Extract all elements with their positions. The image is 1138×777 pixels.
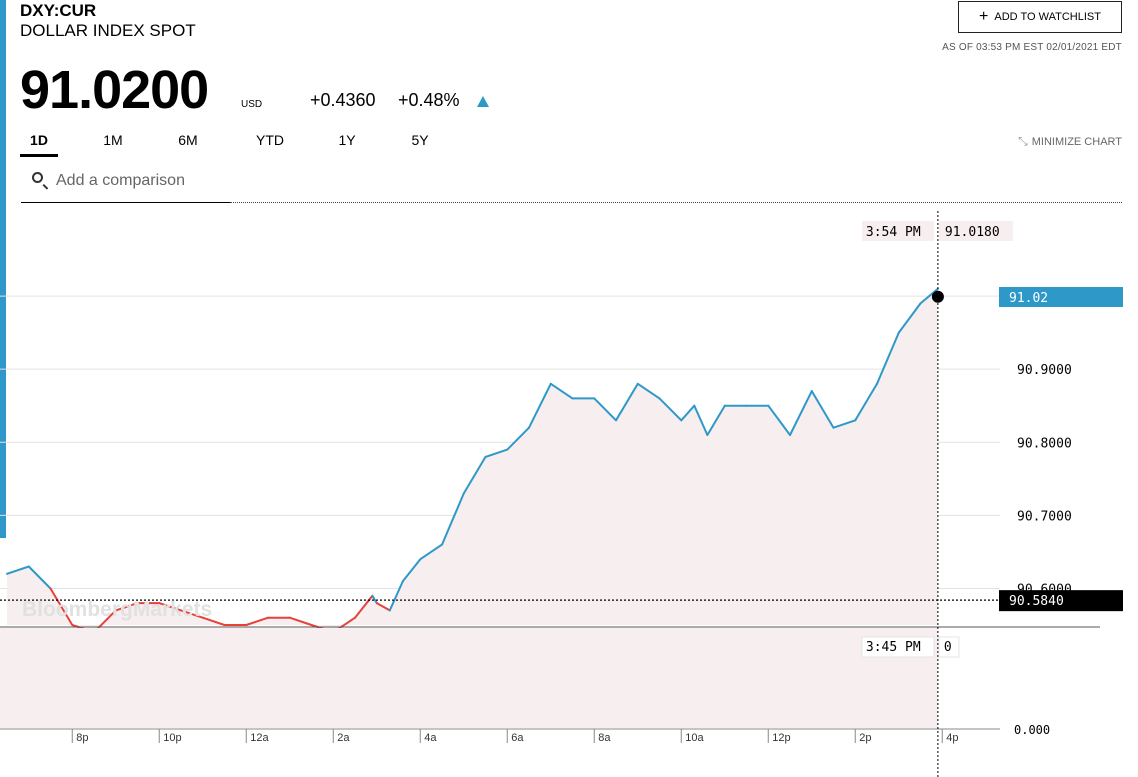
price-segment bbox=[658, 397, 683, 422]
price-change: +0.4360 bbox=[310, 90, 376, 110]
price-segment bbox=[462, 455, 487, 495]
x-tick-label: 10a bbox=[685, 732, 704, 744]
price-segment bbox=[201, 616, 226, 626]
volume-value-box bbox=[938, 636, 960, 658]
comparison-input[interactable] bbox=[56, 169, 226, 193]
price-segment bbox=[180, 609, 204, 619]
y-tick-label: 90.8000 bbox=[1017, 436, 1072, 451]
tab-1y[interactable]: 1Y bbox=[338, 132, 356, 148]
volume-time-box bbox=[861, 636, 935, 658]
volume-value: 0 bbox=[944, 640, 952, 655]
price-segment bbox=[810, 390, 835, 429]
tab-1d[interactable]: 1D bbox=[20, 126, 58, 157]
price-segment bbox=[876, 331, 900, 385]
price-change-percent: +0.48% bbox=[398, 90, 460, 110]
price-segment bbox=[49, 587, 74, 626]
minimize-label: MINIMIZE CHART bbox=[1031, 135, 1122, 148]
minimize-icon: ⤡ bbox=[1018, 134, 1028, 148]
volume-time: 3:45 PM bbox=[866, 640, 921, 655]
watchlist-label: ADD TO WATCHLIST bbox=[994, 11, 1101, 23]
price-segment bbox=[636, 382, 661, 400]
x-axis-labels: 8p 10p 12a 2a 4a 6a 8a 10a 12p 2p 4p bbox=[0, 728, 1000, 744]
x-tick-label: 10p bbox=[163, 732, 181, 744]
tab-5y[interactable]: 5Y bbox=[411, 132, 429, 148]
price-segment bbox=[549, 382, 574, 400]
last-value-label: 91.02 bbox=[1009, 291, 1048, 306]
price-segment bbox=[245, 616, 269, 626]
security-name: DOLLAR INDEX SPOT bbox=[20, 21, 196, 40]
x-tick-label: 4a bbox=[424, 732, 437, 744]
volume-axis-label: 0.000 bbox=[1014, 723, 1050, 737]
tab-6m[interactable]: 6M bbox=[178, 132, 198, 148]
price-segment bbox=[6, 565, 30, 575]
search-icon bbox=[32, 172, 43, 183]
price-segment bbox=[680, 404, 696, 422]
price-segment bbox=[615, 382, 639, 422]
price-segment bbox=[388, 580, 404, 612]
price-segment bbox=[528, 382, 552, 429]
x-tick-label: 12p bbox=[772, 732, 790, 744]
x-tick-label: 8p bbox=[76, 732, 88, 744]
last-value-tag bbox=[999, 287, 1123, 307]
price-segment bbox=[371, 594, 378, 605]
price-segment bbox=[484, 448, 509, 458]
y-tick-label: 90.7000 bbox=[1017, 509, 1072, 524]
volume-area bbox=[0, 628, 938, 728]
price-segment bbox=[789, 390, 813, 436]
cursor-dot bbox=[931, 290, 944, 303]
last-price: 91.0200 bbox=[20, 60, 209, 120]
currency-label: USD bbox=[241, 99, 263, 110]
crosshair-time: 3:54 PM bbox=[866, 225, 921, 240]
tab-ytd[interactable]: YTD bbox=[256, 132, 284, 148]
price-segment bbox=[114, 602, 139, 612]
price-segment bbox=[593, 397, 617, 422]
add-to-watchlist-button[interactable]: + ADD TO WATCHLIST bbox=[958, 1, 1122, 33]
x-tick-label: 6a bbox=[511, 732, 524, 744]
price-segment bbox=[832, 419, 857, 429]
x-tick-label: 8a bbox=[598, 732, 611, 744]
header-divider bbox=[230, 202, 1122, 203]
previous-close-tag bbox=[999, 590, 1123, 612]
price-segment bbox=[401, 558, 422, 583]
accent-bar bbox=[0, 0, 6, 538]
y-tick-label: 90.9000 bbox=[1017, 363, 1072, 378]
price-chart[interactable]: BloombergMarkets 91.000090.900090.800090… bbox=[0, 203, 1138, 777]
price-segment bbox=[158, 602, 182, 612]
x-tick-label: 4p bbox=[946, 732, 958, 744]
crosshair-value: 91.0180 bbox=[945, 225, 1000, 240]
plus-icon: + bbox=[979, 8, 989, 25]
x-tick-label: 2a bbox=[337, 732, 350, 744]
tab-1m[interactable]: 1M bbox=[103, 132, 123, 148]
price-segment bbox=[375, 602, 391, 612]
price-segment bbox=[919, 287, 939, 305]
crosshair-time-box bbox=[861, 221, 934, 241]
comparison-search bbox=[21, 163, 230, 203]
x-tick-label: 12a bbox=[250, 732, 269, 744]
price-segment bbox=[854, 382, 878, 422]
price-segment bbox=[706, 404, 726, 436]
price-segment bbox=[897, 302, 922, 334]
minimize-chart-button[interactable]: ⤡ MINIMIZE CHART bbox=[1018, 134, 1122, 149]
previous-close-label: 90.5840 bbox=[1009, 594, 1064, 609]
as-of-timestamp: AS OF 03:53 PM EST 02/01/2021 EDT bbox=[942, 42, 1122, 53]
price-segment bbox=[354, 594, 374, 619]
price-segment bbox=[27, 565, 52, 590]
price-segment bbox=[419, 543, 443, 561]
ticker-symbol: DXY:CUR bbox=[20, 1, 97, 20]
price-segment bbox=[693, 404, 709, 436]
watermark: BloombergMarkets bbox=[22, 598, 212, 621]
x-tick-label: 2p bbox=[859, 732, 871, 744]
crosshair-value-box bbox=[938, 221, 1013, 241]
price-segment bbox=[441, 492, 465, 546]
price-segment bbox=[288, 616, 313, 626]
price-segment bbox=[767, 404, 791, 436]
price-segment bbox=[506, 426, 530, 451]
up-arrow-icon bbox=[477, 96, 489, 107]
area-fill bbox=[7, 288, 938, 633]
